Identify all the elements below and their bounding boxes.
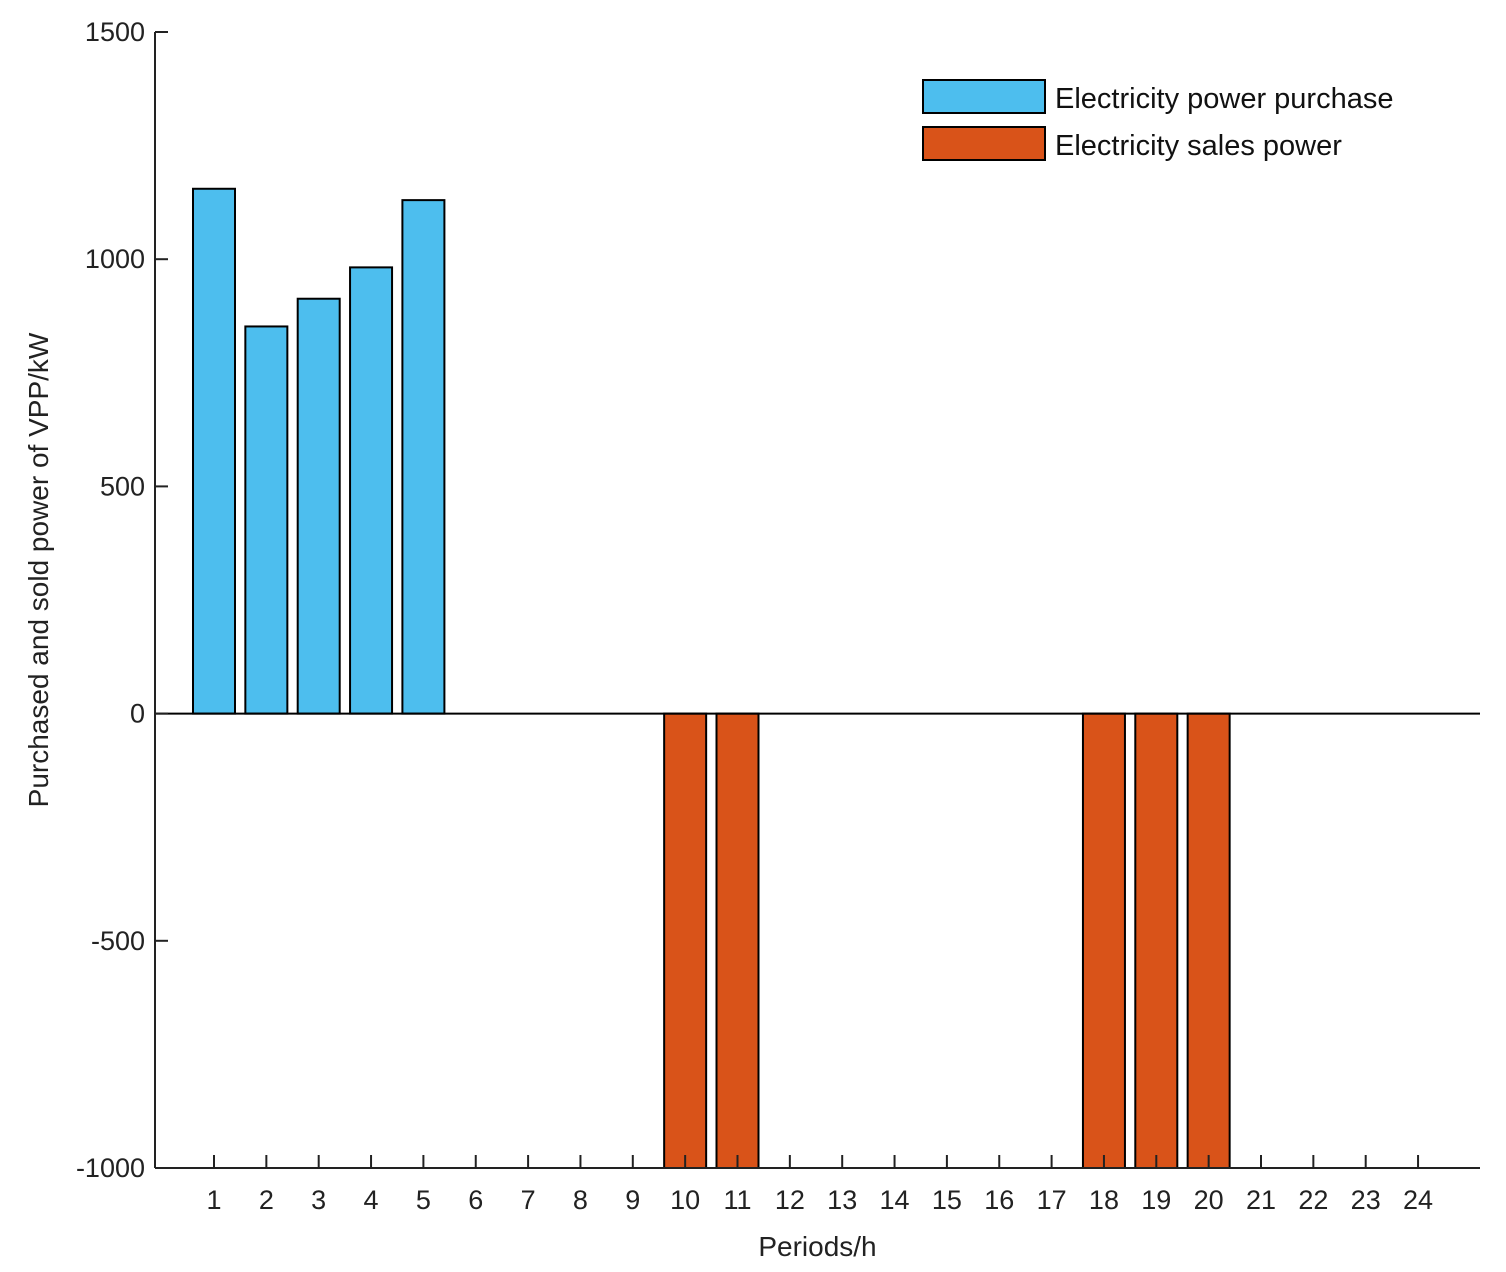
legend-swatch-purchase <box>922 79 1046 114</box>
bar-purchase-2 <box>244 325 289 715</box>
x-tick-label: 12 <box>775 1185 805 1215</box>
bar-sales-20 <box>1186 712 1231 1169</box>
x-tick-label: 2 <box>259 1185 274 1215</box>
x-tick-label: 5 <box>416 1185 431 1215</box>
legend: Electricity power purchase Electricity s… <box>922 79 1393 162</box>
x-tick-label: 10 <box>670 1185 700 1215</box>
bar-purchase-3 <box>296 297 341 715</box>
x-tick-label: 21 <box>1246 1185 1276 1215</box>
y-tick-label: 1000 <box>85 244 145 274</box>
x-tick-label: 13 <box>827 1185 857 1215</box>
y-tick-label: 500 <box>100 471 145 501</box>
legend-label-purchase: Electricity power purchase <box>1055 83 1393 115</box>
bar-sales-19 <box>1134 712 1179 1169</box>
y-tick-label: -1000 <box>76 1153 145 1183</box>
x-tick-label: 14 <box>880 1185 910 1215</box>
x-tick-label: 15 <box>932 1185 962 1215</box>
y-tick-label: 0 <box>130 699 145 729</box>
x-tick-label: 17 <box>1037 1185 1067 1215</box>
x-tick-label: 7 <box>521 1185 536 1215</box>
x-tick-label: 16 <box>984 1185 1014 1215</box>
x-tick-label: 23 <box>1351 1185 1381 1215</box>
bar-purchase-5 <box>401 199 446 715</box>
x-axis-title: Periods/h <box>758 1231 876 1262</box>
bars-layer <box>192 187 1231 1169</box>
bar-sales-11 <box>715 712 760 1169</box>
x-tick-label: 6 <box>468 1185 483 1215</box>
x-tick-label: 18 <box>1089 1185 1119 1215</box>
bar-sales-10 <box>663 712 708 1169</box>
legend-label-sales: Electricity sales power <box>1055 130 1342 162</box>
bar-purchase-1 <box>192 187 236 715</box>
x-tick-label: 24 <box>1403 1185 1433 1215</box>
y-tick-label: 1500 <box>85 17 145 47</box>
bar-sales-18 <box>1081 712 1126 1169</box>
x-tick-label: 22 <box>1298 1185 1328 1215</box>
x-tick-label: 3 <box>311 1185 326 1215</box>
x-tick-label: 19 <box>1141 1185 1171 1215</box>
y-axis-title: Purchased and sold power of VPP/kW <box>23 332 54 807</box>
x-tick-label: 20 <box>1194 1185 1224 1215</box>
axes-layer <box>154 32 1480 1169</box>
bar-purchase-4 <box>349 266 394 715</box>
legend-swatch-sales <box>922 126 1046 161</box>
y-tick-label: -500 <box>91 926 145 956</box>
x-tick-label: 4 <box>364 1185 379 1215</box>
x-tick-label: 1 <box>206 1185 221 1215</box>
x-tick-label: 11 <box>723 1185 751 1215</box>
x-tick-label: 8 <box>573 1185 588 1215</box>
x-tick-label: 9 <box>625 1185 640 1215</box>
